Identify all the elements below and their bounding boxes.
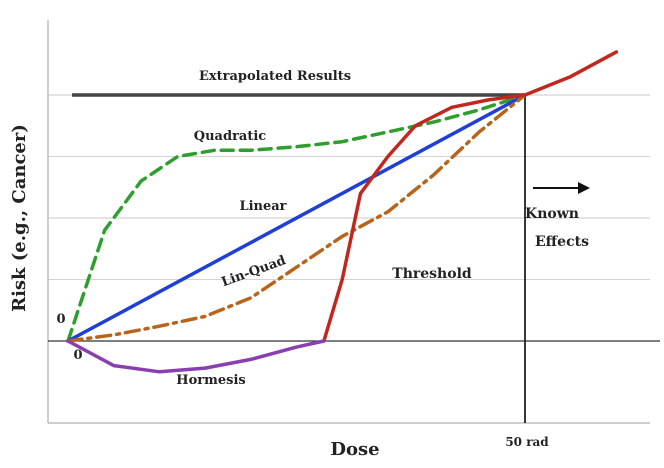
series-line-hormesis [66,339,326,374]
series-label-lin-quad: Lin-Quad [220,253,288,290]
extrapolated-results-label: Extrapolated Results [199,69,351,84]
y-origin-label: 0 [56,312,65,327]
series-line-linear [66,93,527,343]
axes [47,20,660,424]
x-tick-label-50rad: 50 rad [505,435,549,449]
series-label-threshold: Threshold [392,266,472,282]
series-label-linear: Linear [239,199,286,214]
y-axis-label: Risk (e.g., Cancer) [9,124,30,312]
series-line-threshold [322,50,619,343]
x-axis-label: Dose [330,439,379,460]
reference-lines [72,93,590,423]
series-label-quadratic: Quadratic [194,129,267,144]
known-effects-arrow-head [578,182,590,194]
series-layer [66,50,619,374]
known-effects-line-1: Known [525,206,579,222]
known-effects-line-2: Effects [535,234,589,250]
series-line-lin-quad [66,93,527,343]
series-label-hormesis: Hormesis [176,373,245,388]
x-origin-label: 0 [73,348,82,363]
